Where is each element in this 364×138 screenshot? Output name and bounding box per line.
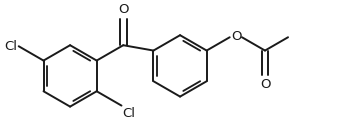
Text: O: O bbox=[118, 3, 128, 16]
Text: Cl: Cl bbox=[123, 107, 135, 120]
Text: O: O bbox=[231, 30, 242, 43]
Text: O: O bbox=[260, 78, 270, 91]
Text: Cl: Cl bbox=[5, 40, 18, 53]
